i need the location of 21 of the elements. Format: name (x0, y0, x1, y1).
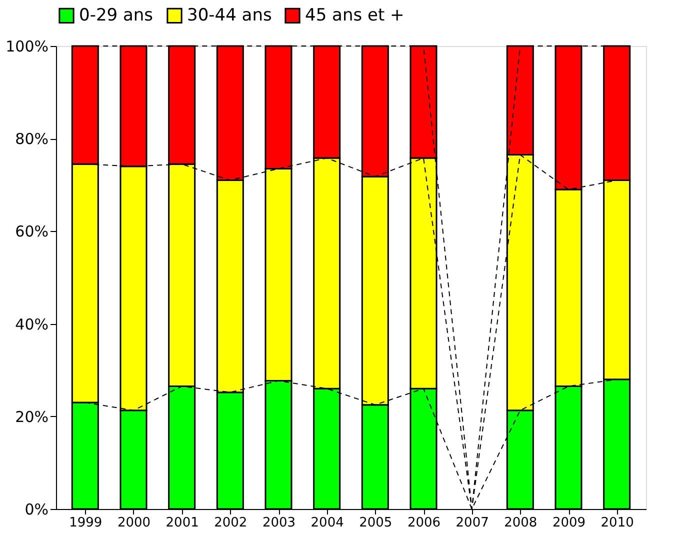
x-tick-label: 2000 (117, 516, 151, 530)
y-tick-label: 100% (6, 38, 48, 56)
x-tick-label: 2003 (262, 516, 296, 530)
legend-label: 45 ans et + (305, 6, 404, 26)
y-tick-label: 60% (15, 222, 48, 241)
y-tick-label: 80% (15, 130, 48, 148)
legend-label: 0-29 ans (79, 6, 154, 26)
x-tick-label: 2005 (359, 516, 392, 530)
y-tick-label: 0% (24, 500, 48, 518)
x-tick-label: 2002 (214, 516, 248, 530)
x-tick-label: 2008 (504, 516, 538, 530)
x-tick-label: 1999 (69, 516, 102, 530)
x-tick-label: 2007 (456, 516, 489, 530)
x-tick-label: 2001 (166, 516, 199, 530)
x-tick-label: 2010 (600, 516, 634, 530)
x-tick-label: 2006 (407, 516, 441, 530)
y-tick-label: 20% (15, 408, 48, 426)
legend-label: 30-44 ans (187, 6, 272, 26)
x-tick-label: 2004 (310, 516, 344, 530)
x-tick-label: 2009 (552, 516, 586, 530)
y-tick-label: 40% (15, 315, 48, 334)
